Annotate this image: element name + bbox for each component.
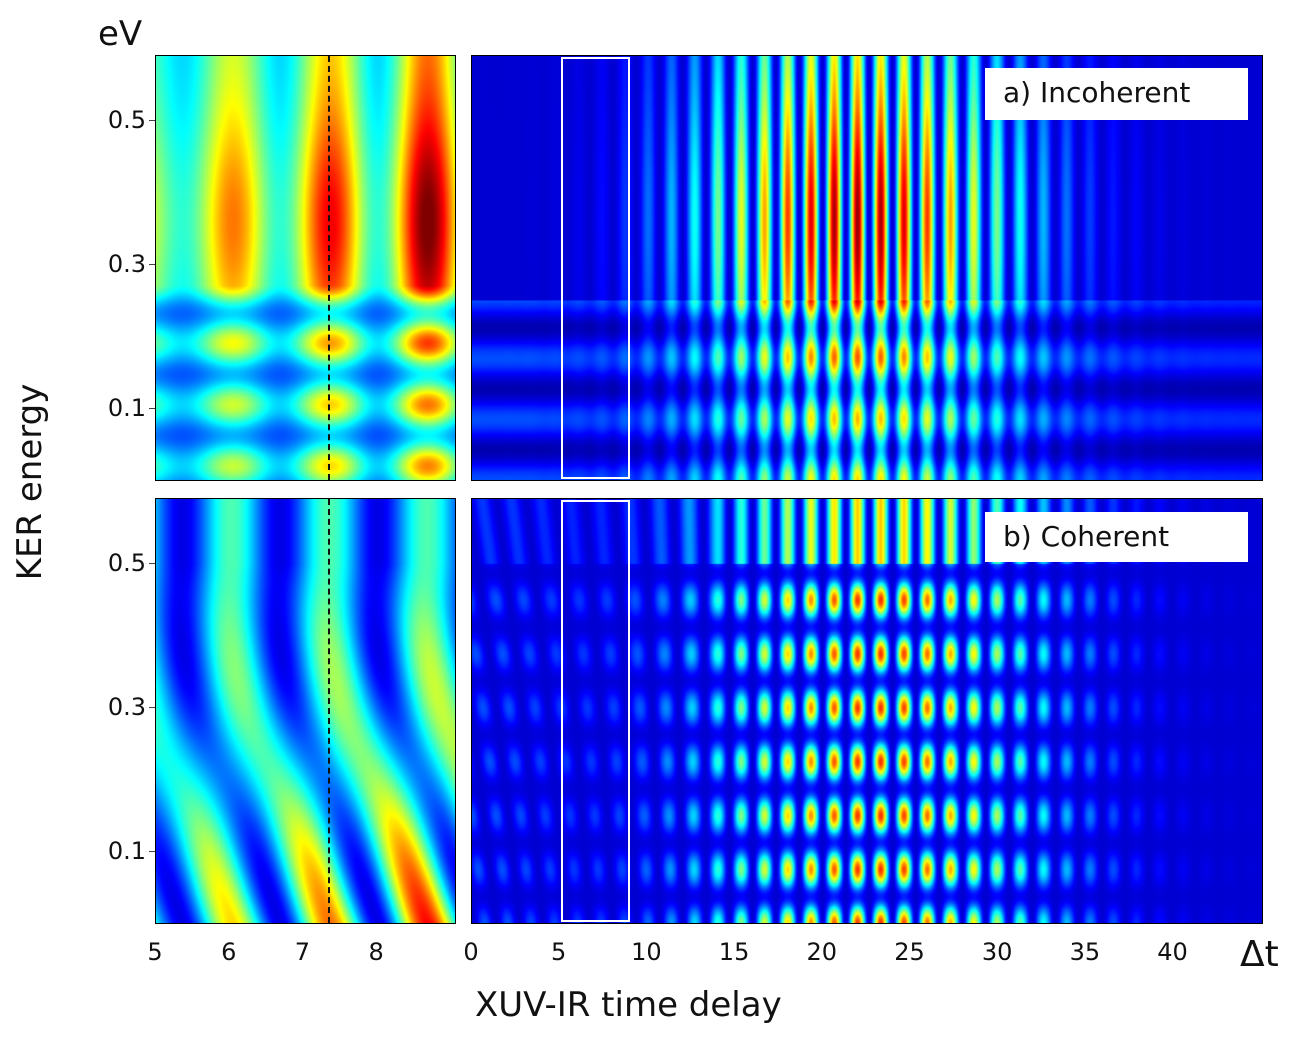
zoom-x-tick-label: 6 [221,938,237,966]
y-tick-mark [149,263,155,265]
full-x-tick-label: 30 [981,938,1013,966]
full-x-tick-label: 35 [1069,938,1101,966]
full-x-tick-label: 40 [1157,938,1188,966]
full-x-tick-label: 10 [631,938,662,966]
y-tick-mark [149,850,155,852]
panel-b-label: b) Coherent [985,512,1248,562]
full-x-tick-label: 5 [551,938,567,966]
x-axis-label: XUV-IR time delay [475,985,782,1025]
heatmap-b-full [471,498,1263,924]
full-x-tick-label: 0 [463,938,479,966]
dashed-delay-line-b [328,499,330,923]
y-tick-mark [149,706,155,708]
panel-a-label: a) Incoherent [985,68,1248,120]
dashed-delay-line-a [328,56,330,480]
heatmap-a-full [471,55,1263,481]
y-axis-label: KER energy [10,383,50,581]
zoom-region-box-a [561,57,630,479]
x-unit-label: Δt [1240,934,1279,975]
zoom-x-tick-label: 8 [368,938,384,966]
y-tick-mark [149,562,155,564]
zoom-x-tick-label: 5 [147,938,163,966]
zoom-x-tick-label: 7 [294,938,311,966]
y-tick-mark [149,407,155,409]
y-unit-label: eV [98,14,143,54]
y-tick-label: 0.3 [107,692,146,721]
heatmap-a-zoom [155,55,456,481]
heatmap-b-zoom [155,498,456,924]
y-tick-label: 0.5 [107,105,146,134]
zoom-region-box-b [561,500,630,922]
y-tick-label: 0.1 [107,393,146,422]
full-x-tick-label: 20 [806,938,838,966]
full-x-tick-label: 25 [894,938,925,966]
y-tick-label: 0.3 [107,249,146,278]
y-tick-mark [149,119,155,121]
full-x-tick-label: 15 [718,938,750,966]
y-tick-label: 0.5 [107,548,146,577]
y-tick-label: 0.1 [107,836,146,865]
